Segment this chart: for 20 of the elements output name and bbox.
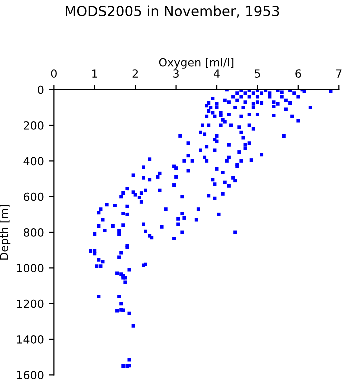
x-tick-label: 3: [174, 70, 179, 78]
x-tick-label: 0: [51, 70, 57, 78]
y-tick-label: 400: [24, 157, 44, 166]
x-tick-label: 1: [92, 70, 98, 78]
x-tick-label: 2: [132, 70, 138, 78]
y-tick-label: 0: [38, 86, 44, 94]
y-tick-label: 1000: [17, 264, 44, 273]
chart-title: MODS2005 in November, 1953: [66, 6, 280, 18]
y-tick-label: 1600: [17, 371, 44, 380]
y-tick-label: 200: [24, 121, 44, 130]
y-tick-label: 600: [24, 192, 44, 202]
x-tick-label: 4: [214, 70, 220, 78]
y-axis-title: Depth [m]: [0, 205, 11, 260]
x-tick-label: 5: [255, 70, 260, 78]
x-tick-label: 7: [336, 70, 342, 78]
y-tick-label: 1200: [17, 300, 44, 308]
x-tick-label: 6: [296, 70, 302, 78]
y-tick-label: 1400: [17, 335, 44, 344]
x-axis-title: Oxygen [ml/l]: [159, 58, 234, 69]
y-tick-label: 800: [24, 228, 44, 237]
